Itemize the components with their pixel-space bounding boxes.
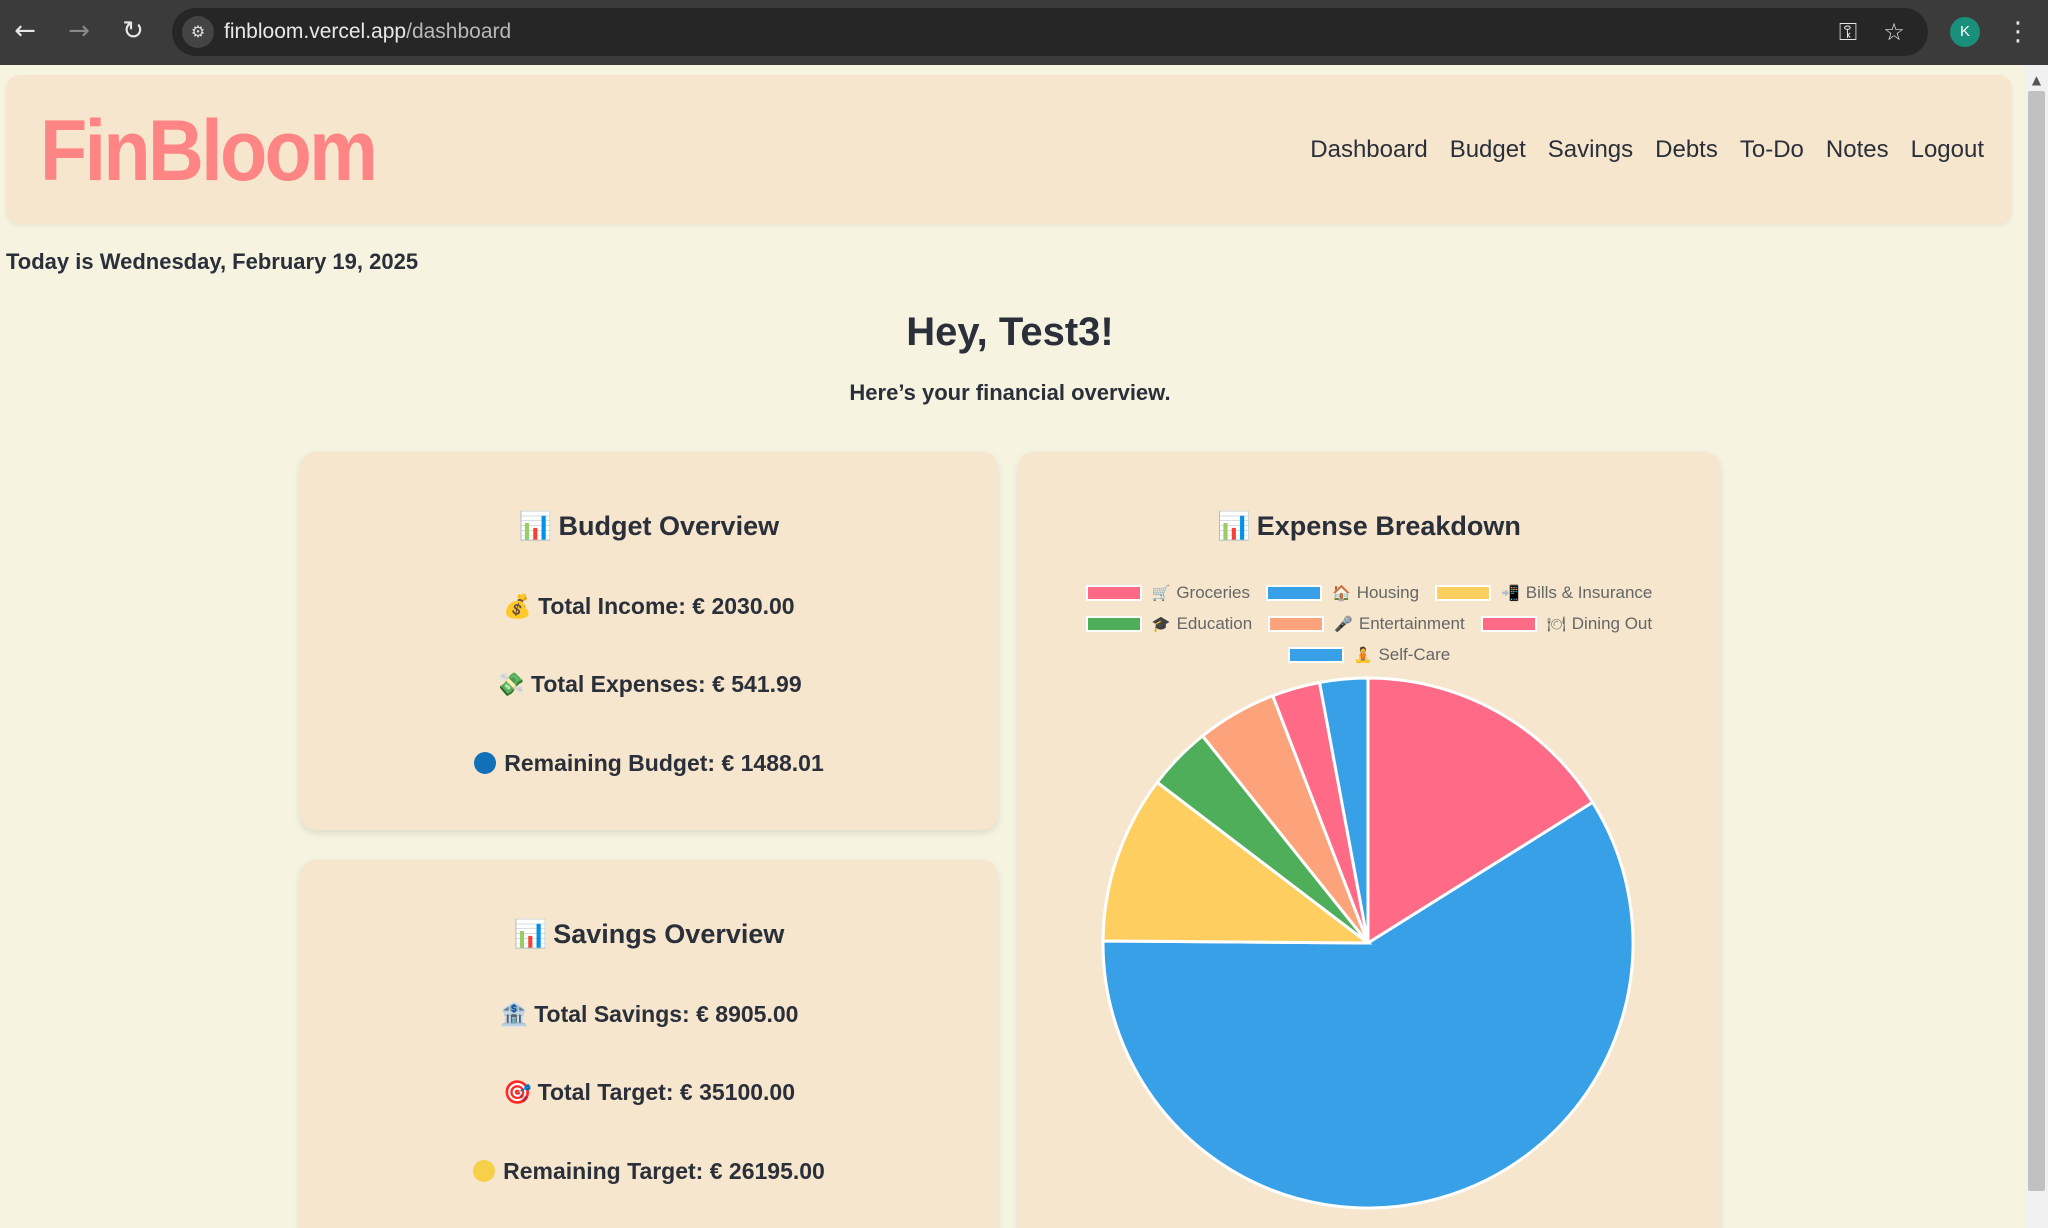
legend-swatch [1085,584,1142,601]
budget-overview-card: 📊 Budget Overview 💰 Total Income: € 2030.0… [300,452,998,830]
pie-slice-bills-insurance[interactable] [1101,780,1373,945]
forward-icon[interactable]: → [68,16,90,46]
money-bag-icon: 💰 [503,594,533,620]
profile-avatar[interactable]: K [1950,17,1980,47]
browser-toolbar: ← → ↻ ⚙ finbloom.vercel.app/dashboard ⚿ … [0,0,2048,65]
legend-row: 🎓 Education 🎤 Entertainment 🍽 Dining Out [1018,608,1720,639]
legend-swatch [1435,584,1492,601]
scroll-up-icon[interactable]: ▲ [2031,73,2042,87]
blue-circle-icon [474,752,497,774]
overview-subtitle: Here’s your financial overview. [849,380,1171,405]
nav-dashboard[interactable]: Dashboard [1310,136,1428,163]
legend-item-education[interactable]: 🎓 Education [1085,614,1252,634]
nav-budget[interactable]: Budget [1449,136,1526,163]
budget-overview-title: 📊 Budget Overview [518,511,780,542]
legend-swatch [1268,615,1325,632]
meditation-icon: 🧘 [1353,645,1373,664]
nav-debts[interactable]: Debts [1655,136,1718,163]
cart-icon: 🛒 [1151,583,1171,602]
legend-item-dining-out[interactable]: 🍽 Dining Out [1480,614,1652,634]
legend-item-housing[interactable]: 🏠 Housing [1266,583,1419,603]
star-icon[interactable]: ☆ [1883,18,1905,46]
expense-pie-chart[interactable] [1100,675,1636,1211]
total-savings: 🏦 Total Savings: € 8905.00 [499,1001,799,1028]
nav-notes[interactable]: Notes [1825,136,1889,163]
savings-overview-card: 📊 Savings Overview 🏦 Total Savings: € 8905… [300,860,998,1228]
bar-chart-icon: 📊 [518,511,553,542]
legend-row: 🧘 Self-Care [1018,639,1720,670]
legend-item-groceries[interactable]: 🛒 Groceries [1085,583,1250,603]
legend-row: 🛒 Groceries 🏠 Housing 📲 Bills & Insurance [1018,577,1720,608]
bar-chart-icon: 📊 [513,919,548,950]
key-icon[interactable]: ⚿ [1838,18,1858,46]
address-bar[interactable]: ⚙ finbloom.vercel.app/dashboard ⚿ ☆ [172,8,1928,56]
target-icon: 🎯 [502,1080,532,1106]
scrollbar[interactable]: ▲ [2025,65,2048,1228]
total-income: 💰 Total Income: € 2030.00 [503,593,795,620]
legend-item-bills-insurance[interactable]: 📲 Bills & Insurance [1435,583,1652,603]
scrollbar-thumb[interactable] [2028,91,2045,1191]
yellow-circle-icon [473,1160,496,1182]
savings-overview-title: 📊 Savings Overview [513,919,785,950]
main-nav: Dashboard Budget Savings Debts To-Do Not… [1310,130,1984,170]
nav-logout[interactable]: Logout [1910,136,1984,163]
remaining-target: Remaining Target: € 26195.00 [300,1158,998,1185]
pie-slice-housing[interactable] [1101,800,1635,1210]
nav-todo[interactable]: To-Do [1739,136,1804,163]
legend-swatch [1266,584,1322,601]
total-target: 🎯 Total Target: € 35100.00 [502,1079,795,1106]
expense-breakdown-title: 📊 Expense Breakdown [1217,511,1521,542]
chart-legend: 🛒 Groceries 🏠 Housing 📲 Bills & Insurance 🎓… [1018,577,1720,670]
bank-icon: 🏦 [499,1002,529,1028]
menu-dots-icon[interactable]: ⋮ [2005,17,2031,47]
legend-swatch [1287,646,1344,663]
greeting: Hey, Test3! [906,310,1114,354]
money-wings-icon: 💸 [496,672,526,698]
microphone-icon: 🎤 [1334,614,1353,633]
site-info-icon[interactable]: ⚙ [182,16,214,48]
graduation-cap-icon: 🎓 [1151,614,1171,633]
pie-slice-self-care[interactable] [1317,676,1370,944]
legend-item-entertainment[interactable]: 🎤 Entertainment [1268,614,1465,634]
remaining-budget: Remaining Budget: € 1488.01 [300,750,998,777]
dining-icon: 🍽 [1546,614,1566,633]
legend-swatch [1085,615,1142,632]
logo[interactable]: FinBloom [40,103,378,199]
house-icon: 🏠 [1332,583,1351,602]
phone-icon: 📲 [1501,583,1520,602]
app-header: FinBloom Dashboard Budget Savings Debts … [6,75,2012,224]
pie-slice-groceries[interactable] [1366,676,1595,946]
legend-swatch [1480,615,1537,632]
today-date: Today is Wednesday, February 19, 2025 [6,249,419,274]
nav-savings[interactable]: Savings [1547,136,1634,163]
url-text[interactable]: finbloom.vercel.app/dashboard [224,20,512,43]
reload-icon[interactable]: ↻ [122,16,144,46]
total-expenses: 💸 Total Expenses: € 541.99 [496,671,802,698]
bar-chart-icon: 📊 [1217,511,1251,542]
back-icon[interactable]: ← [14,16,36,46]
legend-item-self-care[interactable]: 🧘 Self-Care [1287,645,1450,665]
